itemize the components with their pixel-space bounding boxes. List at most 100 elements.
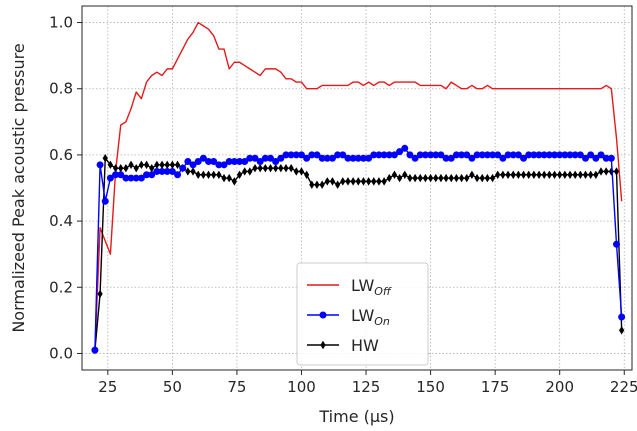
legend-box: [296, 262, 429, 366]
data-point-lw-on: [256, 158, 264, 166]
data-point-lw-on: [297, 151, 305, 159]
y-tick-label: 0.6: [49, 146, 73, 164]
data-point-lw-on: [520, 154, 528, 162]
data-point-lw-on: [96, 161, 104, 169]
legend-marker: [319, 311, 327, 319]
data-point-hw: [515, 170, 521, 179]
data-point-lw-on: [220, 161, 228, 169]
data-point-hw: [159, 160, 165, 170]
data-point-lw-on: [582, 154, 590, 162]
series-lw-off: [94, 21, 623, 351]
data-point-hw: [273, 163, 279, 173]
data-point-hw: [510, 170, 516, 179]
data-point-hw: [102, 154, 108, 163]
data-point-hw: [443, 173, 449, 183]
data-point-hw: [433, 173, 439, 183]
data-point-hw: [500, 170, 506, 179]
data-point-hw: [438, 173, 444, 183]
data-point-lw-on: [339, 151, 347, 159]
data-point-hw: [267, 163, 274, 173]
data-point-hw: [402, 170, 408, 179]
legend-entry-hw: HW: [307, 336, 379, 355]
data-point-hw: [257, 163, 263, 173]
data-point-lw-on: [313, 151, 321, 159]
data-point-lw-on: [272, 158, 280, 166]
legend-entry-lw-off: LWOff: [307, 276, 392, 298]
data-point-lw-on: [396, 148, 404, 156]
data-point-lw-on: [168, 167, 176, 175]
data-point-hw: [469, 170, 475, 179]
y-tick-label: 0.2: [49, 278, 73, 296]
data-point-lw-on: [587, 151, 595, 159]
data-point-hw: [216, 170, 222, 179]
data-point-hw: [412, 173, 418, 183]
legend-marker: [320, 340, 326, 350]
data-point-hw: [298, 167, 305, 176]
data-point-hw: [309, 180, 315, 189]
data-point-hw: [226, 173, 232, 183]
data-point-hw: [324, 177, 330, 186]
x-tick-label: 125: [352, 378, 381, 396]
data-point-lw-on: [406, 151, 414, 159]
data-point-hw: [520, 170, 527, 179]
x-tick-label: 50: [163, 378, 182, 396]
data-point-lw-on: [194, 158, 202, 166]
data-point-hw: [138, 160, 144, 170]
data-point-hw: [577, 170, 583, 179]
data-point-hw: [613, 167, 620, 176]
data-point-hw: [118, 163, 124, 173]
data-point-hw: [350, 177, 356, 186]
x-tick-label: 100: [287, 378, 316, 396]
data-point-hw: [288, 163, 294, 173]
data-point-hw: [567, 170, 573, 179]
data-point-hw: [505, 170, 511, 179]
data-point-lw-on: [210, 158, 218, 166]
data-point-hw: [278, 163, 284, 173]
data-point-lw-on: [365, 154, 373, 162]
y-tick-label: 1.0: [49, 14, 73, 32]
data-point-hw: [247, 167, 253, 176]
data-point-lw-on: [613, 240, 621, 248]
data-point-hw: [174, 160, 181, 170]
data-point-hw: [386, 173, 392, 183]
plot-frame: [81, 5, 633, 371]
data-point-lw-on: [199, 154, 207, 162]
data-point-hw: [242, 167, 248, 176]
data-point-lw-on: [266, 154, 274, 162]
data-point-lw-on: [137, 174, 145, 182]
data-point-hw: [381, 177, 387, 186]
x-tick-label: 225: [610, 378, 637, 396]
y-tick-label: 0.0: [49, 344, 73, 362]
data-point-hw: [427, 173, 434, 183]
data-point-hw: [262, 163, 268, 173]
data-point-hw: [562, 170, 568, 179]
data-point-hw: [397, 173, 403, 183]
data-point-hw: [345, 177, 351, 186]
y-tick-label: 0.8: [49, 80, 73, 98]
data-point-hw: [211, 170, 217, 179]
data-point-lw-on: [411, 154, 419, 162]
data-point-hw: [551, 170, 558, 179]
data-point-hw: [355, 177, 361, 186]
data-point-lw-on: [390, 151, 398, 159]
data-point-hw: [495, 170, 501, 179]
data-point-hw: [376, 177, 382, 186]
data-point-hw: [536, 170, 542, 179]
y-tick-label: 0.4: [49, 212, 73, 230]
data-point-hw: [133, 163, 139, 173]
x-tick-label: 175: [481, 378, 510, 396]
data-point-lw-on: [303, 154, 311, 162]
data-point-hw: [422, 173, 429, 183]
data-point-hw: [541, 170, 547, 179]
data-point-hw: [200, 170, 206, 179]
data-point-hw: [231, 177, 237, 186]
series-line-lw-off: [94, 21, 623, 351]
data-point-hw: [304, 170, 310, 179]
data-point-hw: [484, 173, 490, 183]
data-point-hw: [195, 170, 201, 179]
legend-entry-lw-on: LWOn: [307, 306, 390, 328]
data-point-lw-on: [494, 151, 502, 159]
data-point-hw: [593, 170, 599, 179]
data-point-hw: [97, 289, 103, 299]
x-tick-label: 75: [227, 378, 246, 396]
